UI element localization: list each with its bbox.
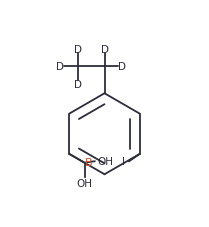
Text: I: I [122, 157, 125, 167]
Text: OH: OH [97, 157, 113, 167]
Text: D: D [74, 79, 82, 89]
Text: D: D [56, 62, 64, 72]
Text: OH: OH [77, 178, 93, 188]
Text: B: B [85, 158, 93, 168]
Text: D: D [101, 45, 108, 55]
Text: D: D [74, 45, 82, 55]
Text: D: D [118, 62, 126, 72]
